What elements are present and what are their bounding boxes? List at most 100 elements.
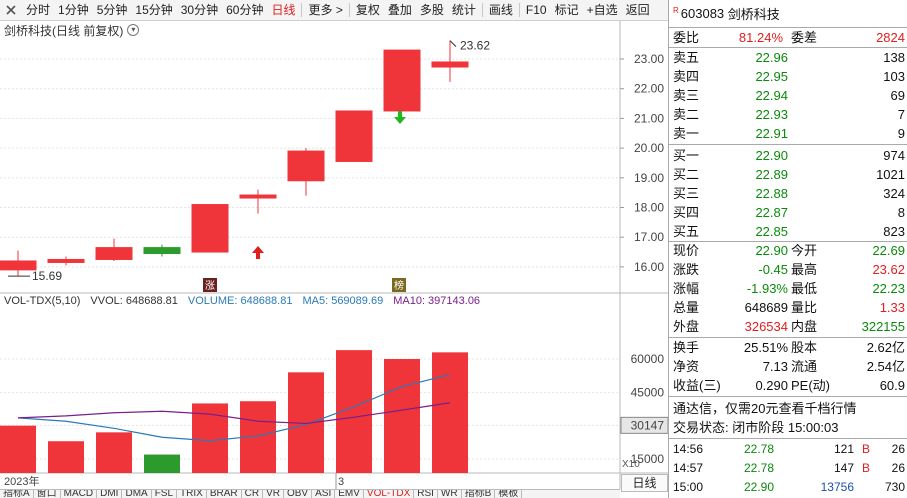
price-tick-label: 22.00 — [634, 82, 664, 96]
r-mark: R — [673, 6, 679, 15]
indicator-tab[interactable]: TRIX — [177, 490, 207, 498]
ask-row: 卖一 22.91 9 — [669, 124, 907, 143]
ask-price: 22.93 — [755, 107, 788, 122]
ask-label: 卖三 — [673, 88, 700, 103]
stat-row: 外盘 326534 内盘 322155 — [669, 317, 907, 336]
tick-time: 14:57 — [673, 461, 704, 475]
indicator-tab[interactable]: 窗口 — [34, 490, 61, 498]
date-label: 3 — [338, 476, 344, 488]
promo-row[interactable]: 通达信，仅需20元查看千档行情 — [669, 399, 907, 418]
toolbar-item[interactable]: 30分钟 — [180, 2, 219, 17]
bid-price: 22.85 — [755, 224, 788, 239]
bid-row: 买一 22.90 974 — [669, 146, 907, 165]
dayline-button[interactable]: 日线 — [621, 474, 668, 492]
toolbar-item[interactable]: 标记 — [554, 2, 579, 17]
indicator-tab[interactable]: DMI — [97, 490, 123, 498]
bid-price: 22.89 — [755, 167, 788, 182]
tick-side: B — [861, 442, 870, 456]
toolbar-item[interactable]: 多股 — [419, 2, 444, 17]
toolbar-item[interactable]: 60分钟 — [226, 2, 264, 17]
ask-volume: 138 — [883, 50, 905, 65]
ask-volume: 9 — [897, 126, 905, 141]
toolbar-separator — [348, 3, 350, 17]
tick-volume: 121 — [833, 442, 854, 456]
ask-label: 卖一 — [673, 126, 700, 141]
volume-legend: VOL-TDX(5,10) VVOL: 648688.81 VOLUME: 64… — [4, 294, 480, 308]
toolbar-item[interactable]: F10 — [525, 2, 547, 17]
date-label: 2023年 — [4, 474, 39, 488]
toolbar-item[interactable]: 画线 — [488, 2, 513, 17]
fund-label: 股本 — [791, 340, 818, 355]
indicator-tab[interactable]: 指标B — [462, 490, 496, 498]
ma5-line — [17, 373, 451, 442]
trading-status: 交易状态: 闭市阶段 15:00:03 — [673, 420, 839, 435]
ask-row: 卖三 22.94 69 — [669, 86, 907, 105]
bid-row: 买三 22.88 324 — [669, 184, 907, 203]
indicator-tab[interactable]: FSL — [152, 490, 178, 498]
toolbar-item[interactable]: 15分钟 — [135, 2, 173, 17]
indicator-tab[interactable]: DMA — [122, 490, 152, 498]
ask-row: 卖五 22.96 138 — [669, 48, 907, 67]
fund-value: 2.62亿 — [866, 340, 905, 355]
indicator-tab[interactable]: ASI — [312, 490, 336, 498]
candle-body — [143, 247, 181, 255]
fundamental-row: 换手 25.51% 股本 2.62亿 — [669, 338, 907, 357]
indicator-tab[interactable]: MACD — [61, 490, 98, 498]
ratio-label: 委比 — [673, 30, 700, 45]
stat-row: 现价 22.90 今开 22.69 — [669, 241, 907, 260]
indicator-tab[interactable]: 模板 — [495, 490, 523, 498]
tick-price: 22.78 — [743, 461, 774, 475]
tick-side: B — [861, 461, 870, 475]
price-tick-label: 19.00 — [634, 171, 664, 185]
toolbar-item[interactable]: 1分钟 — [58, 2, 89, 17]
ma10-line — [17, 402, 451, 425]
bid-volume: 1021 — [876, 167, 905, 182]
toolbar-item[interactable]: 分时 — [26, 2, 51, 17]
bid-row: 买四 22.87 8 — [669, 203, 907, 222]
ask-row: 卖二 22.93 7 — [669, 105, 907, 124]
toolbar-item[interactable]: 复权 — [355, 2, 380, 17]
ask-label: 卖五 — [673, 50, 700, 65]
indicator-tab[interactable]: WR — [438, 490, 462, 498]
bang-badge-label: 榜 — [394, 279, 404, 292]
indicator-tab[interactable]: OBV — [284, 490, 313, 498]
bid-volume: 974 — [883, 148, 905, 163]
bid-volume: 8 — [897, 205, 905, 220]
toolbar-item[interactable]: +自选 — [586, 2, 618, 17]
toolbar-item[interactable]: 更多 > — [308, 2, 343, 17]
toolbar-item[interactable]: 叠加 — [387, 2, 412, 17]
indicator-tab-bar: 指标A 窗口 MACD DMI DMA FSL TRIX BRAR CR VR OBV ASI EMV V… — [0, 489, 620, 498]
toolbar-item[interactable]: 日线 — [271, 2, 296, 17]
vvol-value: VVOL: 648688.81 — [90, 295, 178, 307]
candle-body — [287, 150, 325, 182]
tick-row: 14:56 22.78 121 B 26 — [669, 440, 907, 459]
divider — [669, 241, 907, 242]
chevron-down-icon[interactable]: ▾ — [127, 24, 140, 36]
toolbar-item[interactable]: 5分钟 — [96, 2, 128, 17]
candle-body — [0, 260, 37, 271]
divider — [669, 47, 907, 48]
stat-value: 23.62 — [872, 262, 905, 277]
indicator-tab[interactable]: BRAR — [207, 490, 242, 498]
promo-link[interactable]: 通达信，仅需20元查看千档行情 — [673, 401, 857, 416]
fund-value: 25.51% — [743, 340, 788, 355]
indicator-tab[interactable]: VOL-TDX — [364, 490, 415, 498]
stat-row: 涨跌 -0.45 最高 23.62 — [669, 260, 907, 279]
indicator-tab[interactable]: 指标A — [0, 490, 34, 498]
kline-chart[interactable]: 16.00 17.00 18.00 19.00 20.00 21.00 22.00 23.00… — [0, 21, 668, 489]
indicator-tab[interactable]: VR — [263, 490, 284, 498]
volume-tick-label: 60000 — [631, 352, 665, 366]
toolbar-item[interactable]: 返回 — [625, 2, 650, 17]
candle-body — [191, 204, 229, 253]
stock-title: R 603083 剑桥科技 — [669, 0, 907, 28]
stat-value: 22.69 — [872, 243, 905, 258]
indicator-tab[interactable]: CR — [242, 490, 264, 498]
indicator-tab[interactable]: EMV — [335, 490, 364, 498]
stat-row: 总量 648689 量比 1.33 — [669, 298, 907, 317]
tick-count: 730 — [884, 480, 905, 494]
toolbar-item[interactable]: 统计 — [451, 2, 476, 17]
indicator-tab[interactable]: RSI — [414, 490, 438, 498]
close-chart-icon[interactable] — [0, 0, 22, 21]
kline-title: 剑桥科技(日线 前复权) ▾ — [4, 22, 140, 38]
indicator-name[interactable]: VOL-TDX(5,10) — [4, 295, 81, 307]
